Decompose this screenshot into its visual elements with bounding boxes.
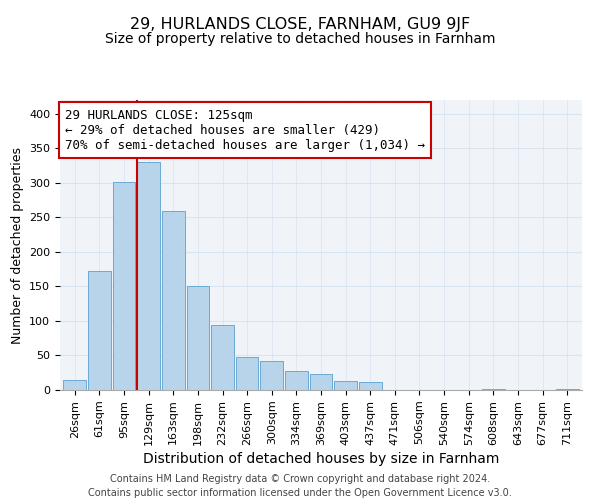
Bar (211, 325, 234, 390)
Text: Size of property relative to detached houses in Farnham: Size of property relative to detached ho… (105, 32, 495, 46)
Text: 29, HURLANDS CLOSE, FARNHAM, GU9 9JF: 29, HURLANDS CLOSE, FARNHAM, GU9 9JF (130, 18, 470, 32)
Y-axis label: Number of detached properties: Number of detached properties (11, 146, 23, 344)
Bar (88, 271, 111, 390)
Bar (113, 182, 136, 390)
Bar (236, 357, 259, 390)
Bar (359, 382, 382, 390)
Bar (556, 388, 578, 390)
Text: Contains HM Land Registry data © Crown copyright and database right 2024.
Contai: Contains HM Land Registry data © Crown c… (88, 474, 512, 498)
X-axis label: Distribution of detached houses by size in Farnham: Distribution of detached houses by size … (143, 452, 499, 466)
Bar (310, 374, 332, 390)
Bar (187, 286, 209, 390)
Bar (162, 211, 185, 390)
Bar (137, 162, 160, 390)
Bar (64, 380, 86, 390)
Bar (334, 381, 357, 390)
Bar (482, 388, 505, 390)
Bar (260, 361, 283, 390)
Text: 29 HURLANDS CLOSE: 125sqm
← 29% of detached houses are smaller (429)
70% of semi: 29 HURLANDS CLOSE: 125sqm ← 29% of detac… (65, 108, 425, 152)
Bar (285, 372, 308, 390)
